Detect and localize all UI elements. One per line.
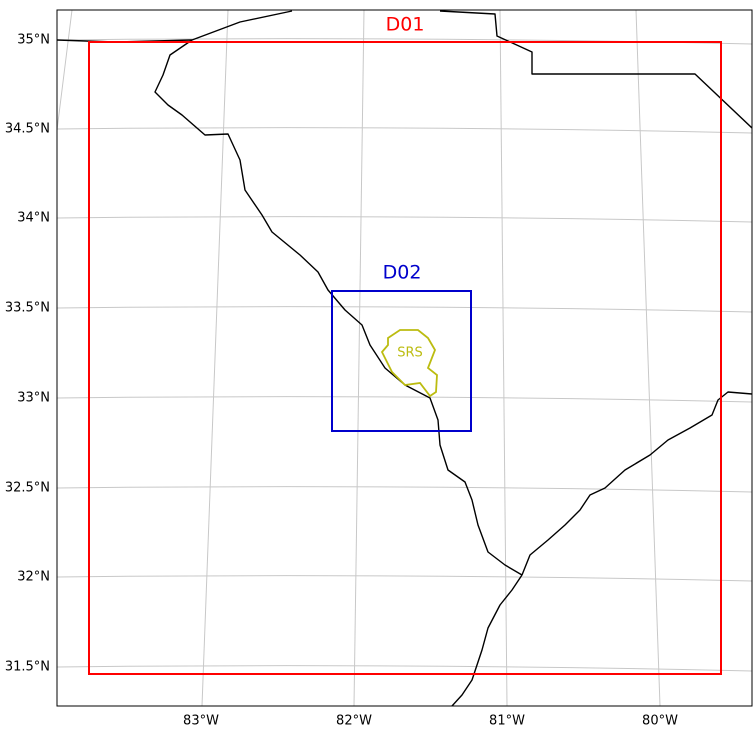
lat-label: 32.5°N [5,481,50,496]
site-label: SRS [397,346,423,361]
graticule [57,10,752,706]
lon-labels: 83°W 82°W 81°W 80°W [183,714,678,729]
domain-label: D02 [383,262,422,284]
map-area [57,10,752,706]
map-frame [56,9,753,707]
lat-label: 31.5°N [5,660,50,675]
lat-label: 35°N [17,33,50,48]
lon-label: 81°W [489,714,525,729]
domain-d02-box [331,290,472,432]
srs-boundary [380,329,438,398]
domain-label: D01 [386,14,425,36]
lat-label: 33°N [17,391,50,406]
lon-label: 82°W [336,714,372,729]
lon-label: 83°W [183,714,219,729]
lat-labels: 35°N 34.5°N 34°N 33.5°N 33°N 32.5°N 32°N… [5,33,50,675]
lon-label: 80°W [642,714,678,729]
lat-label: 34.5°N [5,122,50,137]
lat-label: 34°N [17,211,50,226]
lat-label: 33.5°N [5,301,50,316]
domain-d01-box [88,41,722,675]
lat-label: 32°N [17,570,50,585]
